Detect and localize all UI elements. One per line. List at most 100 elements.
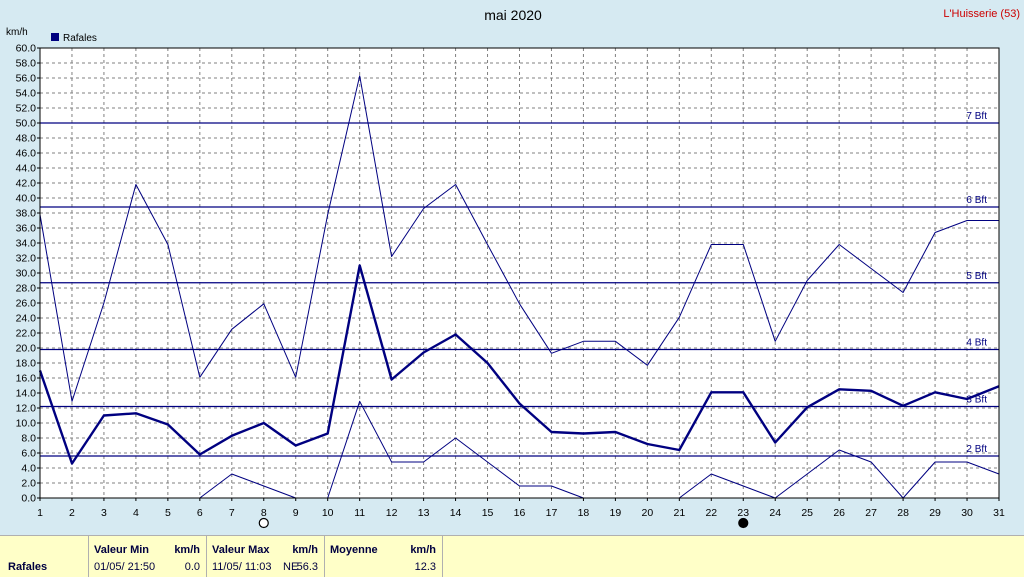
series-line-moyenne [38,264,1000,465]
chart-title: mai 2020 [484,7,542,23]
x-tick-label: 22 [705,507,717,519]
x-tick-label: 15 [482,507,494,519]
footer-row-label-cell: Rafales [0,536,89,577]
x-tick-label: 16 [514,507,526,519]
y-tick-label: 54.0 [16,88,37,100]
footer-max-cell: Valeur Max km/h 11/05/ 11:03 NE 56.3 [206,536,325,577]
x-tick-label: 7 [229,507,235,519]
min-value: 0.0 [184,561,200,573]
beaufort-label: 5 Bft [966,271,987,282]
station-name: L'Huisserie (53) [943,8,1020,20]
x-tick-label: 20 [642,507,654,519]
y-tick-label: 60.0 [16,43,37,55]
beaufort-label: 3 Bft [966,395,987,406]
legend: Rafales [51,33,97,44]
x-tick-label: 31 [993,507,1005,519]
x-tick-label: 24 [769,507,781,519]
y-tick-label: 16.0 [16,373,37,385]
x-tick-label: 12 [386,507,398,519]
y-tick-label: 28.0 [16,283,37,295]
summary-footer: Rafales Valeur Min km/h 01/05/ 21:50 0.0… [0,535,1024,577]
series-line-min [678,449,1000,499]
y-tick-label: 42.0 [16,178,37,190]
y-tick-label: 4.0 [21,463,36,475]
max-header: Valeur Max [212,544,270,556]
beaufort-label: 4 Bft [966,338,987,349]
x-tick-label: 14 [450,507,462,519]
moon-phases [258,517,749,529]
y-tick-label: 22.0 [16,328,37,340]
y-tick-label: 20.0 [16,343,37,355]
footer-avg-cell: Moyenne km/h 12.3 [324,536,443,577]
y-tick-label: 46.0 [16,148,37,160]
y-tick-label: 26.0 [16,298,37,310]
x-tick-label: 1 [37,507,43,519]
legend-swatch [51,33,59,41]
y-tick-label: 6.0 [21,448,36,460]
x-tick-label: 26 [833,507,845,519]
y-tick-label: 38.0 [16,208,37,220]
y-tick-label: 48.0 [16,133,37,145]
x-tick-label: 9 [293,507,299,519]
legend-label: Rafales [63,33,97,44]
y-tick-label: 36.0 [16,223,37,235]
x-tick-label: 3 [101,507,107,519]
y-tick-label: 50.0 [16,118,37,130]
avg-header: Moyenne [330,544,378,556]
x-tick-label: 30 [961,507,973,519]
x-tick-label: 25 [801,507,813,519]
series-line-max [39,75,999,402]
min-unit: km/h [174,544,200,556]
y-tick-label: 52.0 [16,103,37,115]
new-moon-icon [738,517,749,529]
wind-gust-chart: 2 Bft 3 Bft 4 Bft 5 Bft 6 Bft 7 Bft 0.0 2.0 4.0… [6,7,1020,529]
x-tick-label: 29 [929,507,941,519]
beaufort-reference-lines: 2 Bft 3 Bft 4 Bft 5 Bft 6 Bft 7 Bft [40,111,999,457]
y-tick-label: 32.0 [16,253,37,265]
x-tick-label: 27 [865,507,877,519]
avg-unit: km/h [410,544,436,556]
y-tick-label: 24.0 [16,313,37,325]
x-tick-label: 6 [197,507,203,519]
y-tick-label: 18.0 [16,358,37,370]
x-tick-label: 2 [69,507,75,519]
series-lines [38,75,1000,499]
axes: 0.0 2.0 4.0 6.0 8.0 10.0 12.0 14.0 16.0 18.0 20.0 2… [16,43,1005,520]
max-direction: NE [283,561,299,573]
x-tick-label: 13 [418,507,430,519]
min-date: 01/05/ 21:50 [94,561,156,573]
y-tick-label: 0.0 [21,493,36,505]
y-tick-label: 40.0 [16,193,37,205]
x-tick-label: 10 [322,507,334,519]
y-tick-label: 14.0 [16,388,37,400]
x-tick-label: 28 [897,507,909,519]
y-tick-label: 30.0 [16,268,37,280]
max-date: 11/05/ 11:03 [212,561,272,573]
y-tick-label: 44.0 [16,163,37,175]
beaufort-label: 6 Bft [966,195,987,206]
y-tick-label: 58.0 [16,58,37,70]
y-tick-label: 2.0 [21,478,36,490]
y-tick-label: 8.0 [21,433,36,445]
y-tick-label: 10.0 [16,418,37,430]
y-tick-label: 34.0 [16,238,37,250]
x-tick-label: 18 [578,507,590,519]
x-tick-label: 11 [354,507,365,519]
x-tick-label: 17 [546,507,558,519]
footer-row-label: Rafales [8,561,48,573]
y-tick-label: 56.0 [16,73,37,85]
avg-value: 12.3 [414,561,436,573]
y-axis-unit: km/h [6,27,28,38]
x-tick-label: 23 [737,507,749,519]
footer-min-cell: Valeur Min km/h 01/05/ 21:50 0.0 [88,536,207,577]
beaufort-label: 7 Bft [966,111,987,122]
series-line-min [199,400,584,499]
y-tick-label: 12.0 [16,403,37,415]
full-moon-icon [258,517,269,529]
plot-border [39,47,1000,499]
min-header: Valeur Min [94,544,150,556]
x-tick-label: 5 [165,507,171,519]
x-tick-label: 21 [673,507,685,519]
max-value: 56.3 [296,561,318,573]
x-tick-label: 4 [133,507,139,519]
